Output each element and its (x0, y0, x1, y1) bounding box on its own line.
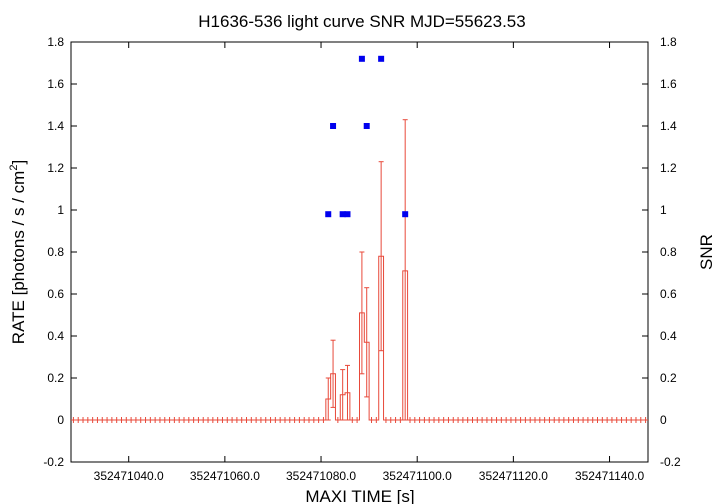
y-axis-label-left-text: RATE [photons / s / cm (9, 171, 28, 345)
y-axis-label-left-superscript: 2 (8, 165, 20, 171)
y-tick-label-right: 0.2 (660, 371, 677, 385)
y-tick-label-left: 1.2 (47, 161, 64, 175)
snr-point (358, 55, 365, 62)
y-tick-label-right: 1 (660, 203, 667, 217)
snr-series (325, 55, 409, 218)
y-tick-label-right: 0.4 (660, 329, 677, 343)
y-tick-label-right: 1.6 (660, 77, 677, 91)
y-axis-label-left-close: ] (9, 160, 28, 165)
x-tick-label: 352471100.0 (383, 469, 453, 483)
y-tick-label-right: 1.4 (660, 119, 677, 133)
y-tick-label-right: 1.2 (660, 161, 677, 175)
rate-histogram-line (71, 255, 648, 421)
y-axis-label-right: SNR (697, 234, 716, 270)
x-tick-label: 352471080.0 (286, 469, 356, 483)
x-tick-label: 352471120.0 (479, 469, 549, 483)
chart-title: H1636-536 light curve SNR MJD=55623.53 (198, 12, 525, 31)
snr-point (363, 123, 370, 129)
y-tick-label-left: 1.4 (47, 119, 64, 133)
y-axis-ticks: -0.2 -0.2 0 0 0.2 0.2 0.4 0.4 0.6 0.6 0.8 0.8 1 1 1.2 1… (43, 35, 681, 469)
x-axis-ticks: 352471040.0 352471060.0 352471080.0 3524711… (94, 42, 645, 483)
y-tick-label-left: -0.2 (43, 455, 64, 469)
y-tick-label-left: 1 (57, 203, 64, 217)
rate-series (71, 119, 648, 423)
snr-point (330, 123, 337, 129)
y-tick-label-left: 1.8 (47, 35, 64, 49)
y-axis-label-left: RATE [photons / s / cm2] (8, 160, 28, 344)
y-tick-label-right: 0.6 (660, 287, 677, 301)
snr-point (339, 211, 346, 218)
y-tick-label-right: -0.2 (660, 455, 681, 469)
y-tick-label-right: 1.8 (660, 35, 677, 49)
snr-point (402, 211, 409, 218)
x-tick-label: 352471040.0 (94, 469, 164, 483)
x-tick-label: 352471140.0 (575, 469, 645, 483)
snr-point (378, 55, 385, 62)
y-tick-label-left: 0 (57, 413, 64, 427)
y-tick-label-left: 0.8 (47, 245, 64, 259)
snr-point (325, 211, 332, 218)
snr-point (344, 211, 351, 218)
y-tick-label-right: 0.8 (660, 245, 677, 259)
y-tick-label-left: 0.4 (47, 329, 64, 343)
x-axis-label: MAXI TIME [s] (305, 487, 414, 504)
y-tick-label-left: 0.6 (47, 287, 64, 301)
y-tick-label-left: 1.6 (47, 77, 64, 91)
y-tick-label-right: 0 (660, 413, 667, 427)
y-tick-label-left: 0.2 (47, 371, 64, 385)
x-tick-label: 352471060.0 (190, 469, 260, 483)
